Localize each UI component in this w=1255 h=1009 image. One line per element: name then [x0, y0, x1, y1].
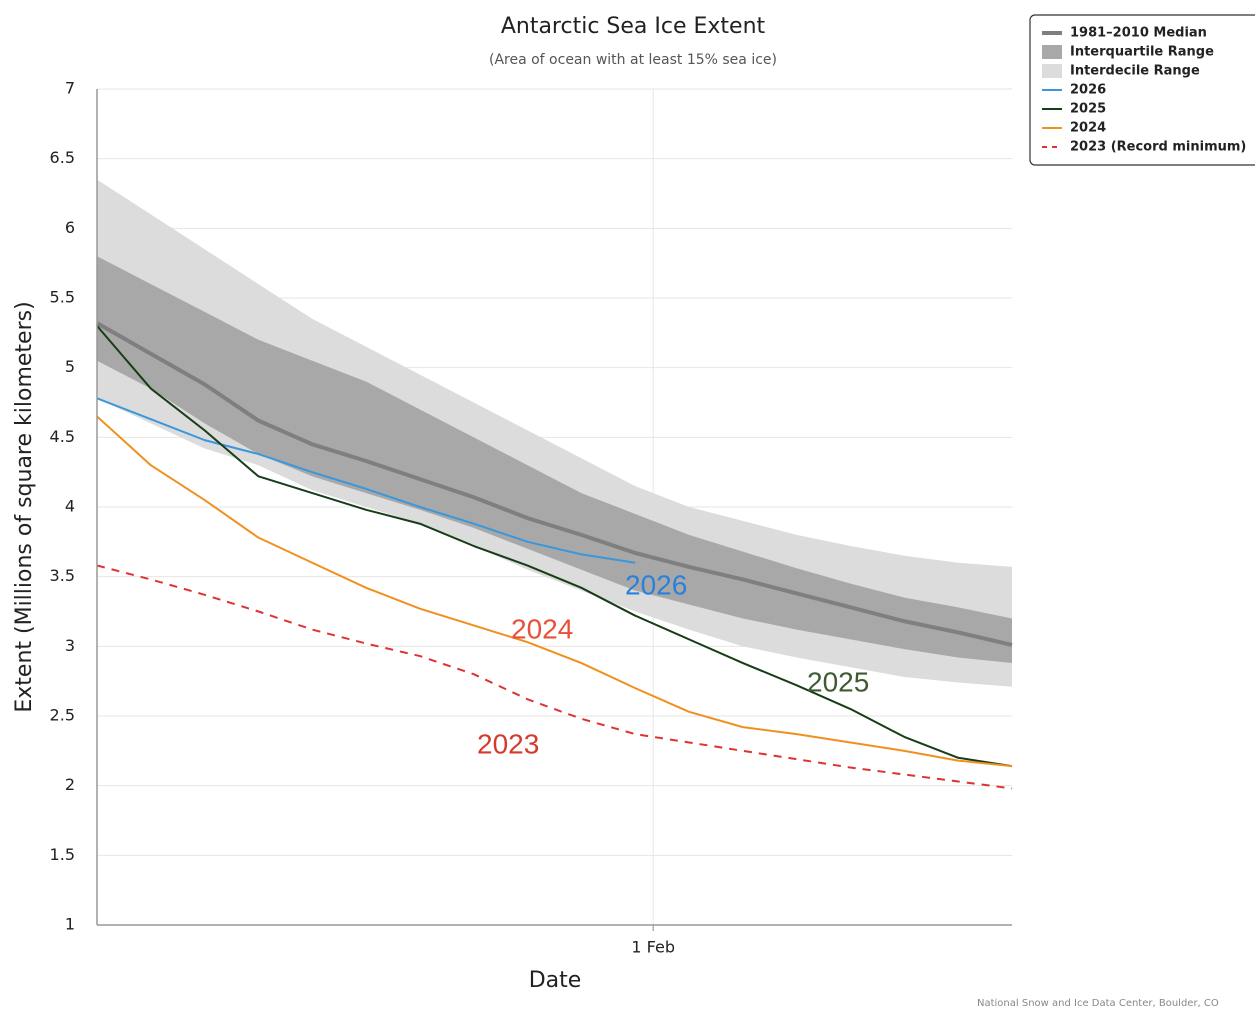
y-tick-label: 5 — [65, 357, 75, 376]
x-tick-label: 1 Feb — [631, 938, 675, 957]
series-line — [96, 397, 636, 564]
y-tick-label: 4 — [65, 497, 75, 516]
line-annotation: 2023 — [477, 728, 539, 759]
line-annotation: 2025 — [807, 666, 869, 697]
range-band — [97, 256, 1012, 664]
series-line — [96, 325, 1013, 768]
series-line — [96, 415, 1013, 768]
legend-label: 2024 — [1070, 121, 1106, 136]
line-annotation: 2026 — [625, 569, 687, 600]
y-tick-label: 5.5 — [50, 288, 75, 307]
chart-title: Antarctic Sea Ice Extent — [501, 14, 766, 39]
legend-swatch — [1042, 64, 1062, 78]
series-line — [96, 564, 1013, 790]
legend-box — [1029, 14, 1255, 166]
x-axis-label: Date — [529, 968, 582, 993]
y-tick-label: 6.5 — [50, 148, 75, 167]
legend-label: 1981–2010 Median — [1070, 26, 1207, 41]
y-tick-label: 4.5 — [50, 427, 75, 446]
y-tick-label: 2 — [65, 775, 75, 794]
y-tick-label: 3.5 — [50, 566, 75, 585]
y-tick-label: 1 — [65, 915, 75, 934]
legend-label: 2025 — [1070, 102, 1106, 117]
legend-label: Interquartile Range — [1070, 45, 1214, 60]
source-note: National Snow and Ice Data Center, Bould… — [977, 998, 1219, 1009]
legend-label: 2026 — [1070, 83, 1106, 98]
y-tick-label: 6 — [65, 218, 75, 237]
y-tick-label: 7 — [65, 79, 75, 98]
legend-swatch — [1042, 45, 1062, 59]
y-tick-label: 3 — [65, 636, 75, 655]
y-tick-label: 1.5 — [50, 845, 75, 864]
legend-label: 2023 (Record minimum) — [1070, 140, 1246, 155]
range-band — [97, 179, 1012, 687]
y-axis-label: Extent (Millions of square kilometers) — [12, 301, 37, 712]
y-tick-label: 2.5 — [50, 706, 75, 725]
chart-subtitle: (Area of ocean with at least 15% sea ice… — [489, 52, 777, 68]
series-line — [96, 321, 1013, 647]
line-annotation: 2024 — [511, 613, 573, 644]
legend-label: Interdecile Range — [1070, 64, 1200, 79]
plot-area — [96, 88, 1013, 926]
